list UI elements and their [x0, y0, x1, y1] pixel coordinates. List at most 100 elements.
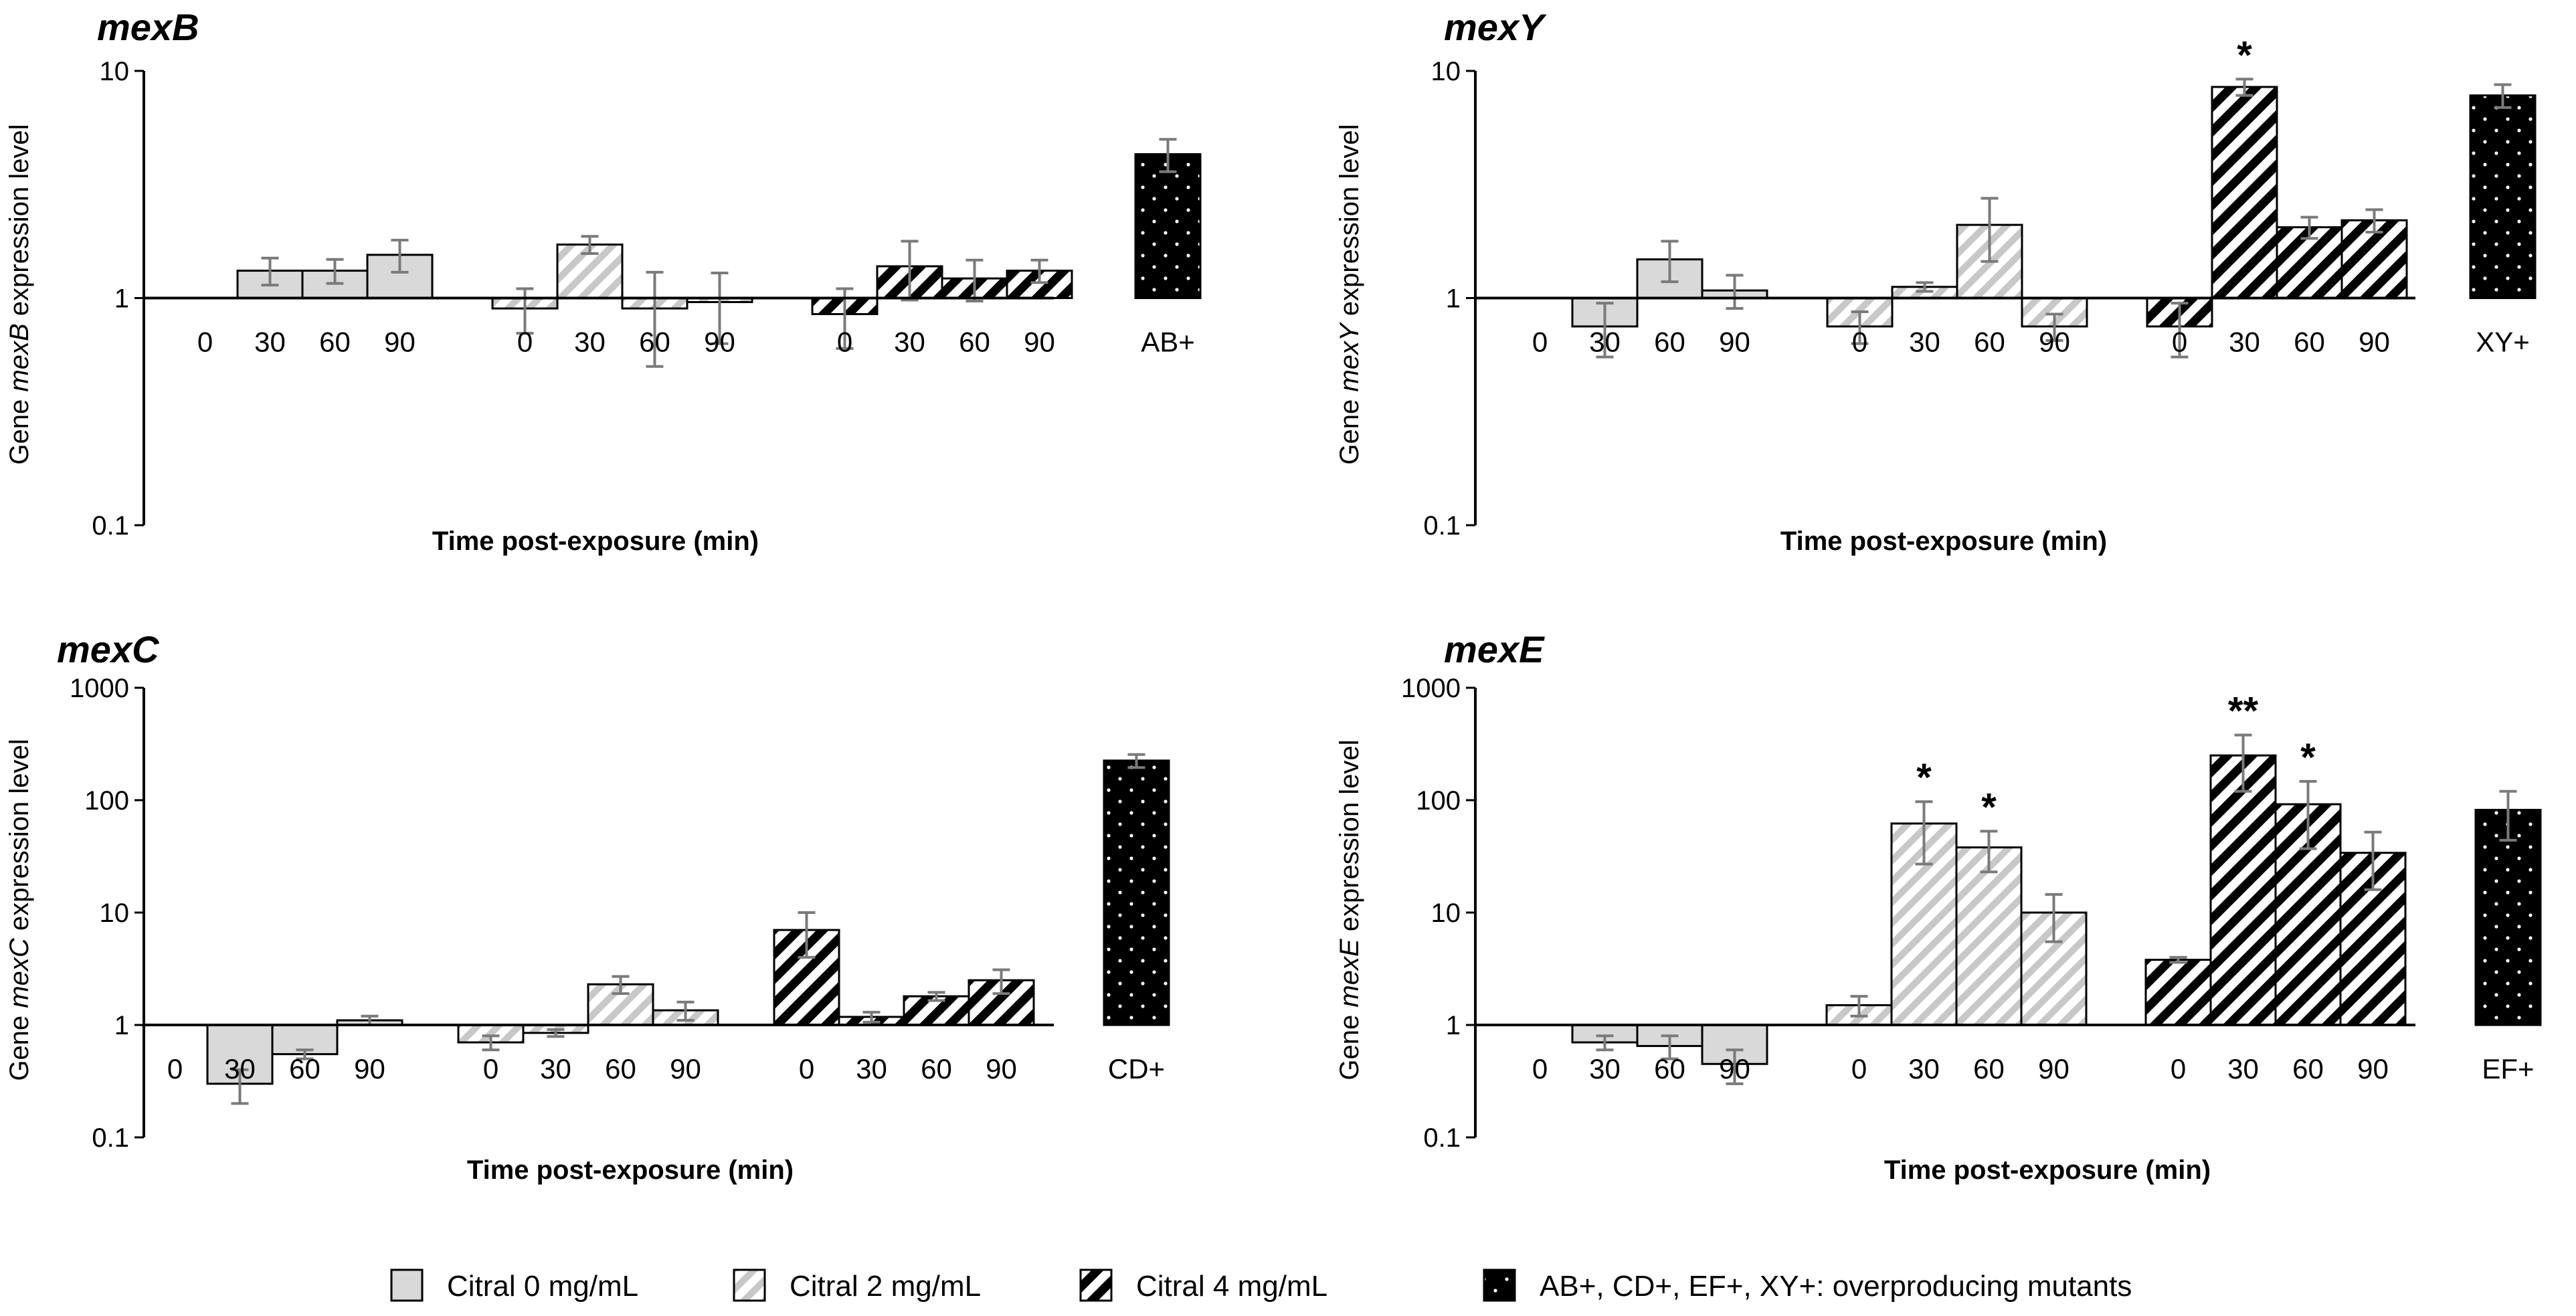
x-category-label: 90 [2039, 326, 2070, 358]
bar-citral-4 [2211, 86, 2278, 299]
error-bar [798, 911, 816, 959]
legend: Citral 0 mg/mL Citral 2 mg/mL Citral 4 m… [390, 1268, 2132, 1303]
significance-marker: * [1981, 785, 1997, 829]
y-tick-label: 0.1 [92, 1123, 129, 1153]
panel-mexB: mexB Gene mexB expression level 0.1 1 10 0 3… [5, 6, 1202, 556]
x-category-label: 90 [2359, 326, 2390, 358]
error-bar [1980, 830, 1998, 874]
x-category-label: 0 [2172, 326, 2187, 358]
error-bar [2494, 83, 2512, 109]
x-category-label: 30 [2229, 326, 2260, 358]
panel-title: mexE [1444, 628, 1545, 670]
x-category-label: AB+ [1141, 326, 1195, 358]
x-category-label: 60 [1654, 1053, 1685, 1085]
x-category-label: 0 [1532, 326, 1548, 358]
error-bar [2045, 892, 2063, 943]
error-bar [1726, 274, 1744, 310]
y-tick-label: 0.1 [92, 511, 129, 541]
x-category-label: 0 [483, 1053, 498, 1085]
significance-marker: ** [2228, 690, 2259, 733]
legend-swatch-solid [390, 1268, 424, 1302]
error-bar [927, 991, 945, 1002]
bar-mutant [2469, 94, 2537, 299]
x-category-label: 60 [605, 1053, 636, 1085]
x-category-label: 90 [384, 326, 416, 358]
bar-citral-4 [2144, 959, 2212, 1026]
error-bar [2169, 955, 2187, 964]
bar-citral-4 [2209, 754, 2277, 1026]
x-category-label: 30 [574, 326, 606, 358]
x-category-label: 90 [2357, 1053, 2389, 1085]
x-category-label: 90 [2038, 1053, 2069, 1085]
y-axis-label: Gene mexC expression level [5, 739, 34, 1080]
y-tick-label: 1000 [1401, 674, 1461, 703]
x-category-label: 30 [2227, 1053, 2259, 1085]
x-category-label: 60 [2292, 1053, 2324, 1085]
x-category-label: 60 [1654, 326, 1685, 358]
x-category-label: 30 [1589, 326, 1621, 358]
panel-title: mexC [57, 628, 160, 670]
legend-label: Citral 4 mg/mL [1136, 1270, 1327, 1303]
error-bar [1916, 281, 1934, 293]
error-bar [2234, 733, 2252, 793]
y-tick-label: 10 [1431, 899, 1461, 928]
significance-marker: * [2300, 736, 2316, 779]
x-axis-title: Time post-exposure (min) [467, 1155, 794, 1185]
bar-citral-2 [2021, 297, 2088, 328]
legend-label: Citral 2 mg/mL [790, 1270, 981, 1303]
error-bar [1127, 753, 1145, 769]
x-category-label: 30 [1908, 1053, 1940, 1085]
x-category-label: 0 [1532, 1053, 1548, 1085]
panel-mexY: mexY Gene mexY expression level 0.1 1 10 0 3… [1335, 6, 2537, 556]
error-bar [1596, 1034, 1614, 1052]
x-category-label: 90 [704, 326, 735, 358]
y-axis-label: Gene mexY expression level [1335, 124, 1364, 464]
error-bar [965, 258, 984, 302]
error-bar [296, 1048, 314, 1060]
x-category-label: 90 [986, 1053, 1017, 1085]
x-category-label: 0 [1851, 1053, 1867, 1085]
x-category-label: 30 [540, 1053, 571, 1085]
x-category-label: 30 [224, 1053, 256, 1085]
x-category-label: 90 [1719, 1053, 1750, 1085]
legend-swatch-light-hatch [733, 1268, 766, 1302]
x-category-label: 0 [167, 1053, 183, 1085]
error-bar [646, 270, 664, 368]
x-axis-title: Time post-exposure (min) [432, 527, 759, 556]
x-category-label: 30 [1909, 326, 1940, 358]
y-tick-label: 100 [84, 786, 129, 816]
x-category-label: 30 [894, 326, 925, 358]
plot-body: 0.1 1 10 0 30 60 90 0 30 60 90 0 30 60 90 AB+ [92, 57, 1202, 541]
x-category-label: CD+ [1108, 1053, 1165, 1085]
error-bar [1981, 197, 1999, 263]
x-category-label: 0 [799, 1053, 814, 1085]
panel-mexE: mexE Gene mexE expression level 0.1 1 10 10… [1335, 628, 2542, 1185]
error-bar [581, 235, 599, 255]
x-category-label: 90 [670, 1053, 701, 1085]
x-category-label: 0 [2171, 1053, 2186, 1085]
x-category-label: XY+ [2476, 326, 2530, 358]
y-tick-label: 1 [1446, 284, 1461, 314]
x-category-label: 60 [921, 1053, 952, 1085]
plot-body: 0.1 1 10 0 30 60 90 0 30 60 90 0 * 30 60 90 XY+ [1423, 33, 2537, 541]
legend-label: AB+, CD+, EF+, XY+: overproducing mutant… [1540, 1270, 2132, 1303]
error-bar [1726, 1048, 1744, 1085]
x-category-label: 0 [197, 326, 213, 358]
error-bar [1850, 995, 1868, 1018]
x-category-label: 60 [1974, 326, 2005, 358]
y-tick-label: 10 [1431, 57, 1461, 86]
y-tick-label: 1 [1446, 1011, 1461, 1040]
legend-item-citral-0: Citral 0 mg/mL [390, 1268, 638, 1303]
error-bar [1851, 310, 1869, 345]
x-category-label: 90 [1024, 326, 1055, 358]
error-bar [261, 256, 279, 287]
x-category-label: 90 [354, 1053, 385, 1085]
legend-swatch-black-dots [1483, 1268, 1516, 1302]
error-bar [2300, 215, 2318, 240]
error-bar [676, 1000, 695, 1022]
legend-label: Citral 0 mg/mL [447, 1270, 638, 1303]
error-bar [2364, 830, 2382, 891]
error-bar [1030, 258, 1048, 284]
legend-item-mutants: AB+, CD+, EF+, XY+: overproducing mutant… [1483, 1268, 2132, 1303]
